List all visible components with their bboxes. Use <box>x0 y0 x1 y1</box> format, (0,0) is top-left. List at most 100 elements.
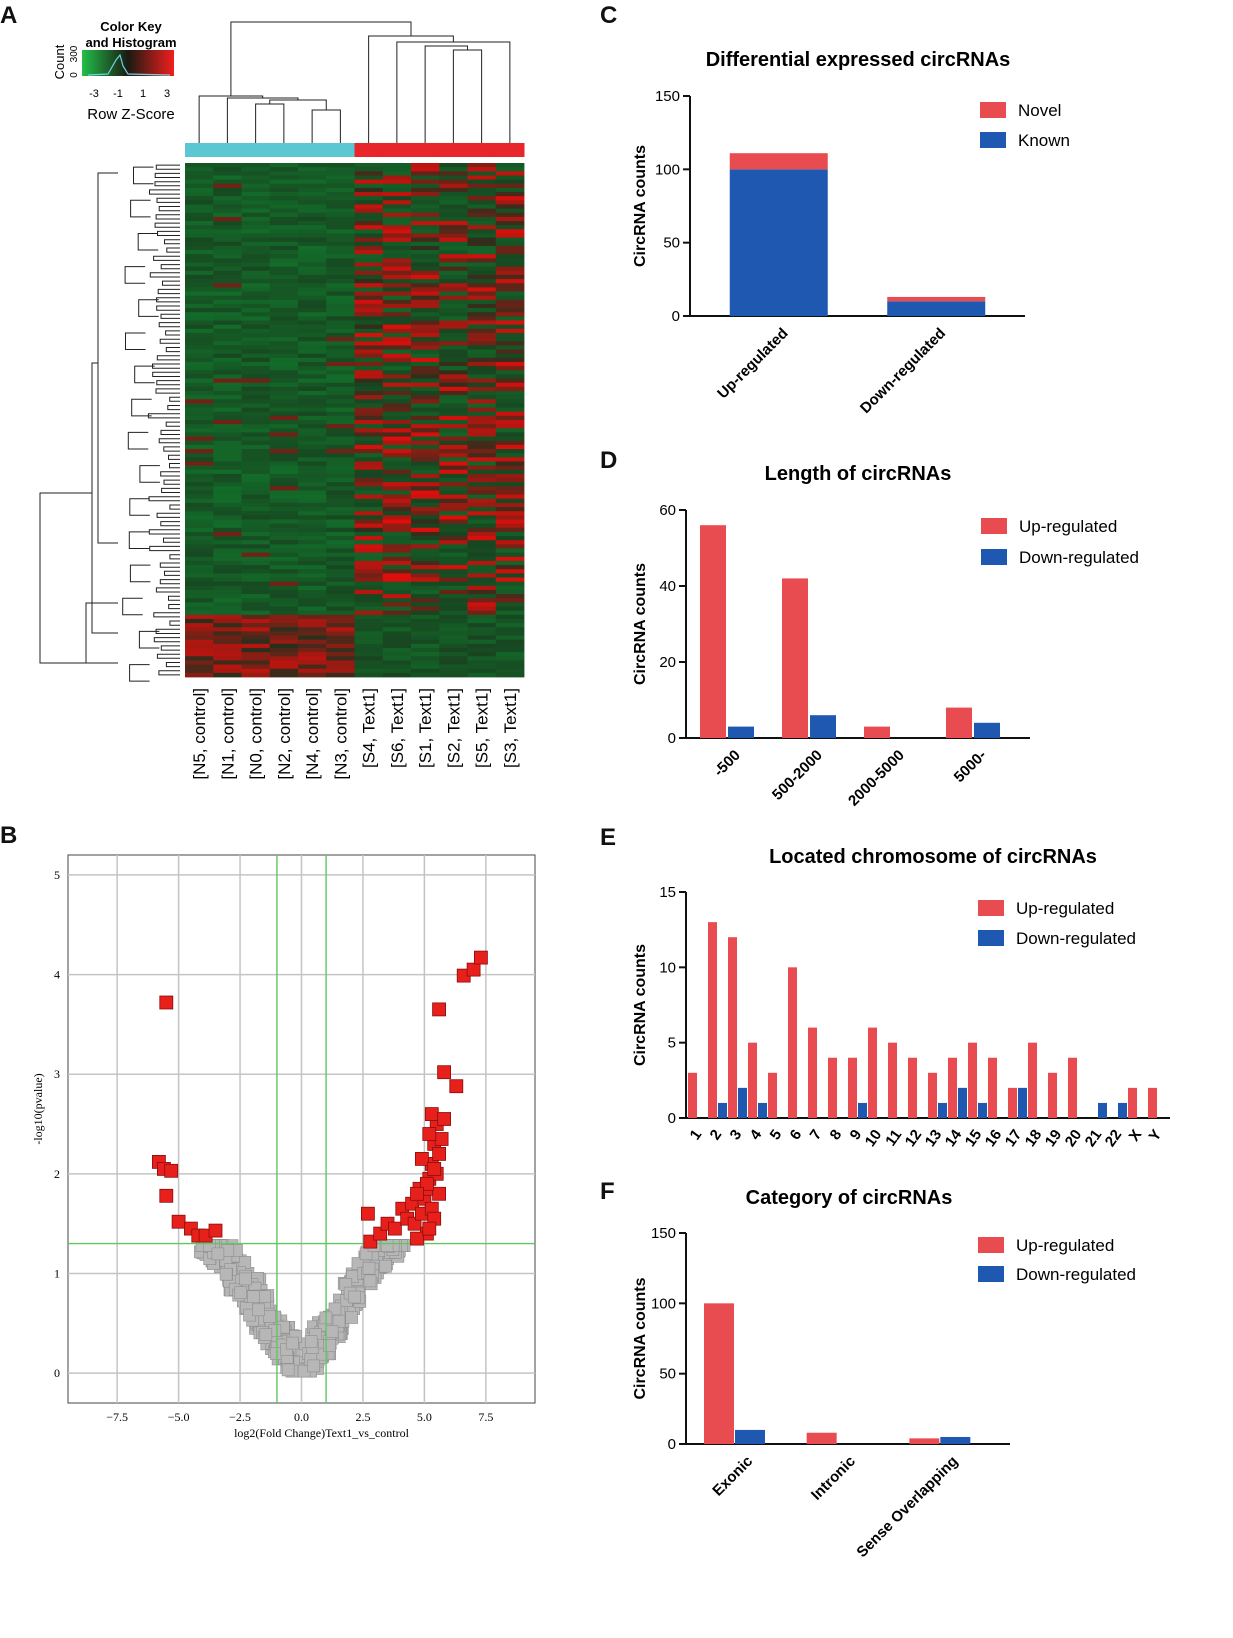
heatmap-cell <box>382 262 412 268</box>
heatmap-cell <box>298 469 327 475</box>
heatmap-cell <box>326 254 355 259</box>
heatmap-cell <box>326 357 355 363</box>
heatmap-cell <box>241 407 271 413</box>
heatmap-cell <box>241 279 271 284</box>
bar-up-regulated <box>864 726 890 738</box>
heatmap-cell <box>495 357 525 363</box>
heatmap-cell <box>354 204 384 209</box>
bar-down-regulated <box>974 722 1000 738</box>
heatmap-cell <box>269 449 299 454</box>
heatmap-cell <box>269 175 299 180</box>
heatmap-cell <box>241 167 271 172</box>
heatmap-cell <box>354 610 384 616</box>
heatmap-cell <box>213 262 242 268</box>
heatmap-cell <box>411 453 440 458</box>
heatmap-cell <box>241 183 271 189</box>
heatmap-cell <box>354 614 384 620</box>
heatmap-cell <box>241 461 271 466</box>
dendrogram-link <box>138 299 159 317</box>
heatmap-cell <box>495 652 525 657</box>
heatmap-cell <box>269 245 299 251</box>
heatmap-cell <box>269 415 299 421</box>
heatmap-cell <box>185 320 214 326</box>
heatmap-cell <box>467 585 497 591</box>
heatmap-cell <box>495 643 525 649</box>
heatmap-cell <box>495 221 525 226</box>
dendrogram-link <box>148 496 180 502</box>
heatmap-cells <box>185 163 525 678</box>
heatmap-cell <box>298 498 327 504</box>
heatmap-cell <box>326 308 355 313</box>
heatmap-cell <box>354 216 384 222</box>
heatmap-cell <box>326 552 355 558</box>
heatmap-cell <box>269 250 299 255</box>
heatmap-cell <box>298 403 327 408</box>
heatmap-cell <box>269 652 299 657</box>
heatmap-cell <box>241 229 271 234</box>
y-tick-label: 60 <box>659 502 676 519</box>
dendrogram-link <box>149 189 180 195</box>
heatmap-cell <box>213 531 242 537</box>
x-tick-label: 10 <box>862 1127 885 1150</box>
heatmap-cell <box>326 643 355 649</box>
heatmap-cell <box>241 494 271 500</box>
heatmap-cell <box>326 299 355 305</box>
heatmap-cell <box>269 237 299 243</box>
dendrogram-link <box>160 264 180 270</box>
color-key-tick: -3 <box>89 88 99 100</box>
heatmap-cell <box>467 378 497 384</box>
heatmap-cell <box>298 639 327 645</box>
heatmap-cell <box>185 411 214 417</box>
heatmap-cell <box>495 527 525 533</box>
heatmap-cell <box>382 502 412 508</box>
heatmap-cell <box>382 187 412 193</box>
heatmap-cell <box>382 556 412 562</box>
heatmap-cell <box>354 175 384 180</box>
heatmap-cell <box>326 320 355 326</box>
heatmap-cell <box>298 295 327 301</box>
heatmap-cell <box>185 610 214 616</box>
heatmap-cell <box>495 660 525 665</box>
heatmap-cell <box>354 415 384 421</box>
heatmap-cell <box>495 465 525 471</box>
heatmap-cell <box>354 585 384 591</box>
heatmap-cell <box>298 390 327 396</box>
heatmap-cell <box>298 614 327 620</box>
heatmap-cell <box>298 635 327 641</box>
heatmap-cell <box>467 221 497 226</box>
heatmap-cell <box>495 258 525 263</box>
heatmap-cell <box>241 258 271 263</box>
heatmap-cell <box>382 494 412 500</box>
heatmap-cell <box>439 511 468 516</box>
dendrogram-link <box>161 487 180 493</box>
heatmap-cell <box>241 357 271 363</box>
heatmap-cell <box>354 353 384 359</box>
heatmap-cell <box>382 303 412 309</box>
heatmap-cell <box>269 345 299 350</box>
heatmap-cell <box>213 204 242 209</box>
heatmap-cell <box>241 453 271 458</box>
dendrogram-link <box>97 172 118 544</box>
heatmap-cell <box>213 192 242 197</box>
group-bar-10 <box>467 143 497 157</box>
heatmap-cell <box>298 303 327 309</box>
heatmap-cell <box>326 241 355 247</box>
heatmap-cell <box>382 192 412 197</box>
heatmap-cell <box>354 523 384 529</box>
heatmap-cell <box>298 569 327 574</box>
heatmap-cell <box>213 341 242 346</box>
heatmap-cell <box>495 565 525 570</box>
heatmap-cell <box>495 245 525 251</box>
heatmap-cell <box>411 548 440 554</box>
heatmap-cell <box>495 200 525 205</box>
heatmap-cell <box>241 536 271 541</box>
dendrogram-link <box>157 230 180 236</box>
x-tick-label: Y <box>1146 1127 1166 1145</box>
heatmap-cell <box>269 279 299 284</box>
dendrogram-link <box>160 471 180 477</box>
heatmap-cell <box>354 324 384 330</box>
dendrogram-link <box>168 595 180 601</box>
heatmap-cell <box>241 627 271 632</box>
heatmap-cell <box>382 274 412 280</box>
